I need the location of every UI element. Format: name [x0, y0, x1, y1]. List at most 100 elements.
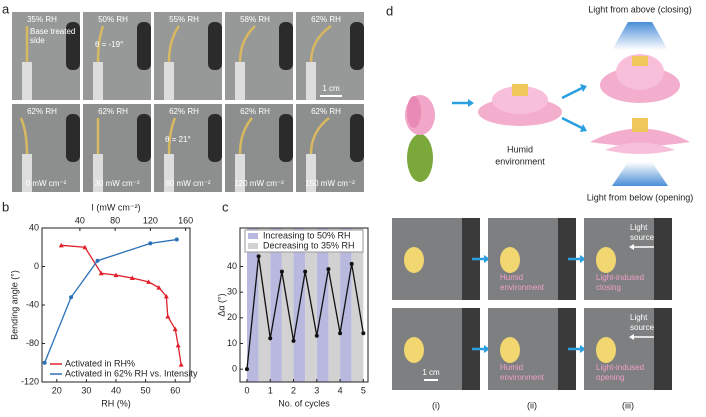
actuator	[167, 117, 177, 155]
y-axis-label: Bending angle (°)	[9, 270, 19, 340]
legend-box	[244, 229, 364, 253]
column-label: (i)	[432, 400, 440, 410]
photo-edge	[66, 22, 80, 70]
photo-text: Light	[630, 223, 648, 232]
sample-holder	[306, 62, 316, 100]
shaded-band	[328, 228, 341, 382]
marker	[98, 270, 104, 276]
marker	[95, 258, 100, 263]
marker	[279, 269, 284, 274]
marker	[291, 338, 296, 343]
arrow-head	[484, 345, 490, 353]
y-tick-label: 40	[227, 261, 237, 271]
sample-holder	[93, 154, 103, 192]
photo-text: source	[630, 233, 655, 242]
marker	[69, 295, 74, 300]
photo-edge	[208, 114, 222, 162]
illustration	[405, 22, 690, 186]
caption: environment	[495, 156, 545, 166]
photo-text: environment	[500, 283, 545, 292]
sample-holder	[306, 154, 316, 192]
photo-label: 50% RH	[98, 15, 128, 24]
x-axis-label: RH (%)	[101, 398, 131, 408]
photo-edge	[350, 22, 364, 70]
marker	[303, 269, 308, 274]
shaded-band	[351, 228, 364, 382]
photo-label: 30 mW cm⁻²	[94, 179, 139, 188]
legend-label: Activated in 62% RH vs. Intensity	[65, 368, 198, 378]
photo-label: 55% RH	[169, 15, 199, 24]
x-tick-label: 2	[291, 385, 296, 395]
arrow-head	[580, 255, 586, 263]
marker	[42, 360, 47, 365]
photo-text: Humid	[500, 363, 523, 372]
photo-label: 120 mW cm⁻²	[234, 179, 284, 188]
photo-text: opening	[596, 373, 624, 382]
photo-label: 62% RH	[240, 107, 270, 116]
marker	[314, 333, 319, 338]
caption: Light from below (opening)	[587, 192, 694, 202]
sample-holder	[235, 154, 245, 192]
photo-label: 0 mW cm⁻²	[26, 179, 67, 188]
photo-edge	[137, 22, 151, 70]
photo-edge	[558, 308, 576, 390]
photo-label: 62% RH	[27, 107, 57, 116]
photo-text: source	[630, 323, 655, 332]
y-tick-label: -80	[26, 338, 39, 348]
y-tick-label: 10	[227, 338, 237, 348]
flower	[404, 337, 424, 363]
marker	[163, 293, 169, 299]
marker	[165, 314, 171, 319]
shaded-band	[246, 228, 259, 382]
x-tick-label: 5	[361, 385, 366, 395]
photo-edge	[654, 308, 672, 390]
marker	[326, 267, 331, 272]
sample-holder	[235, 62, 245, 100]
x-tick-label: 4	[338, 385, 343, 395]
x2-tick-label: 40	[75, 215, 85, 225]
photo-text: Light-indused	[596, 273, 644, 282]
photo-edge	[66, 114, 80, 162]
x2-tick-label: 80	[110, 215, 120, 225]
actuator	[309, 24, 332, 63]
photo-text: closing	[596, 283, 621, 292]
x-tick-label: 40	[111, 385, 121, 395]
plot-frame	[239, 227, 369, 383]
marker	[156, 285, 162, 290]
marker	[268, 336, 273, 341]
actuator	[238, 25, 256, 63]
photo-edge	[279, 22, 293, 70]
photo-edge	[462, 218, 480, 300]
x-axis-label: No. of cycles	[278, 398, 330, 408]
photo-label: 62% RH	[98, 107, 128, 116]
actuator	[96, 25, 105, 63]
y-tick-label: 30	[227, 287, 237, 297]
flower	[500, 337, 520, 363]
photo-edge	[462, 308, 480, 390]
x2-axis-label: I (mW cm⁻²)	[91, 202, 140, 212]
marker	[244, 367, 249, 372]
marker	[172, 326, 178, 332]
x-tick-label: 50	[141, 385, 151, 395]
photo-label: 62% RH	[311, 107, 341, 116]
scale-label: 1 cm	[422, 368, 440, 377]
legend-swatch	[248, 233, 258, 239]
flower	[596, 247, 616, 273]
series-line	[61, 244, 182, 365]
scale-label: 1 cm	[322, 84, 340, 93]
light-arrow-head	[629, 334, 634, 340]
annotation: θ = -19°	[95, 40, 123, 49]
y-tick-label: 0	[34, 261, 39, 271]
annotation: Base treated	[30, 27, 75, 36]
legend-swatch	[248, 243, 258, 249]
sample-holder	[164, 62, 174, 100]
sample-holder	[93, 62, 103, 100]
photo-edge	[208, 22, 222, 70]
legend-label: Activated in RH%	[65, 358, 135, 368]
y-tick-label: 40	[29, 222, 39, 232]
x2-tick-label: 120	[143, 215, 158, 225]
annotation: side	[30, 36, 45, 45]
x-tick-label: 30	[81, 385, 91, 395]
marker	[174, 237, 179, 242]
